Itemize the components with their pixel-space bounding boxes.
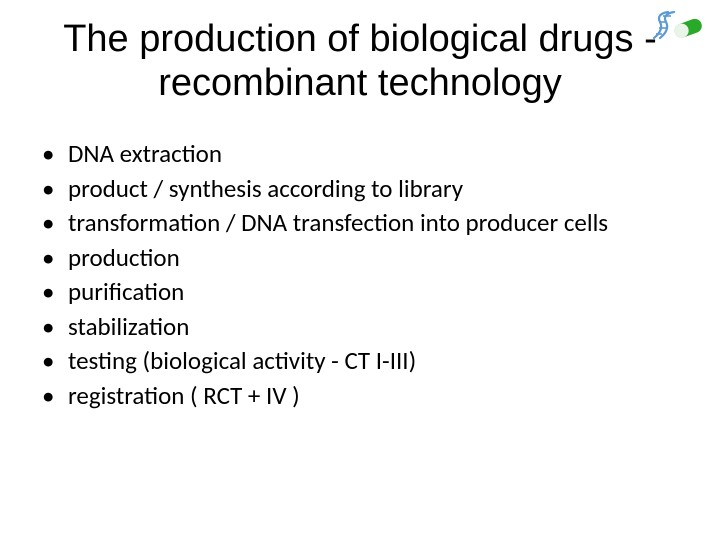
pill-dna-icon (646, 10, 706, 46)
list-item: registration ( RCT + IV ) (38, 379, 692, 414)
list-item: DNA extraction (38, 137, 692, 172)
list-item: product / synthesis according to library (38, 172, 692, 207)
list-item: purification (38, 275, 692, 310)
list-item: stabilization (38, 310, 692, 345)
list-item: transformation / DNA transfection into p… (38, 206, 692, 241)
bullet-list: DNA extraction product / synthesis accor… (28, 137, 692, 413)
slide-title: The production of biological drugs - rec… (28, 18, 692, 105)
list-item: testing (biological activity - CT I-III) (38, 344, 692, 379)
list-item: production (38, 241, 692, 276)
slide: The production of biological drugs - rec… (0, 0, 720, 540)
